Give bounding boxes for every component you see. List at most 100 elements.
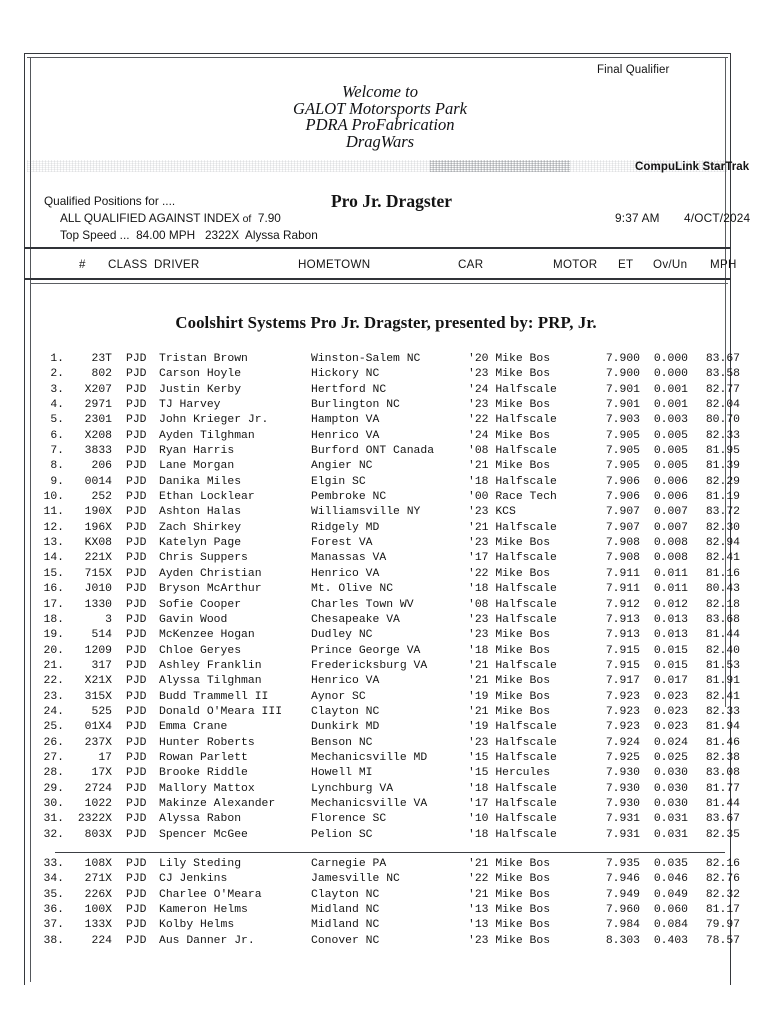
row-et: 7.907 xyxy=(605,521,640,534)
row-et: 7.907 xyxy=(605,506,640,519)
row-class: PJD xyxy=(126,368,147,381)
row-class: PJD xyxy=(126,705,147,718)
column-header-car: CAR xyxy=(458,258,484,271)
column-header-et: ET xyxy=(618,258,634,271)
row-et: 7.949 xyxy=(605,888,640,901)
row-position: 33. xyxy=(43,858,64,870)
row-hometown: Elgin SC xyxy=(311,475,366,488)
row-car-number: 190X xyxy=(84,506,112,519)
row-class: PJD xyxy=(126,491,147,504)
welcome-line-2: GALOT Motorsports Park xyxy=(293,98,467,118)
event-class-title: Pro Jr. Dragster xyxy=(330,191,452,211)
table-row: 29. 2724 PJD Mallory Mattox Lynchburg VA '18 … xyxy=(0,783,783,798)
row-mph: 79.97 xyxy=(705,919,740,932)
row-car: '08 Halfscale xyxy=(468,445,557,458)
page-border-right xyxy=(730,53,731,985)
row-ovun: 0.017 xyxy=(653,675,688,688)
row-mph: 80.43 xyxy=(705,583,740,596)
row-ovun: 0.403 xyxy=(653,934,688,947)
row-class: PJD xyxy=(126,445,147,458)
row-driver: Charlee O'Meara xyxy=(159,888,262,901)
row-mph: 82.41 xyxy=(705,690,740,703)
row-car-number: 525 xyxy=(91,705,112,718)
row-hometown: Burlington NC xyxy=(311,399,400,412)
row-car-number: 221X xyxy=(84,552,112,565)
row-driver: Emma Crane xyxy=(159,721,228,734)
table-row: 34. 271X PJD CJ Jenkins Jamesville NC '22 Mik… xyxy=(0,873,783,888)
row-class: PJD xyxy=(126,613,147,626)
row-hometown: Dunkirk MD xyxy=(311,721,380,734)
row-hometown: Manassas VA xyxy=(311,552,387,565)
table-row: 13. KX08 PJD Katelyn Page Forest VA '23 Mike … xyxy=(0,537,783,552)
row-position: 38. xyxy=(43,934,64,947)
table-row: 25. 01X4 PJD Emma Crane Dunkirk MD '19 Halfsc… xyxy=(0,721,783,736)
row-driver: McKenzee Hogan xyxy=(159,629,255,642)
row-driver: Spencer McGee xyxy=(159,828,248,841)
welcome-line-1: Welcome to xyxy=(342,82,418,101)
row-ovun: 0.001 xyxy=(653,399,688,412)
row-position: 24. xyxy=(43,705,64,718)
row-et: 7.906 xyxy=(605,475,640,488)
row-car-number: 23T xyxy=(91,353,112,365)
row-class: PJD xyxy=(126,813,147,826)
row-mph: 82.41 xyxy=(705,552,740,565)
row-class: PJD xyxy=(126,629,147,642)
row-driver: Hunter Roberts xyxy=(159,736,255,749)
table-row: 21. 317 PJD Ashley Franklin Fredericksburg V… xyxy=(0,660,783,675)
row-car: '13 Mike Bos xyxy=(468,904,551,917)
row-class: PJD xyxy=(126,460,147,473)
row-ovun: 0.030 xyxy=(653,797,688,810)
row-mph: 80.70 xyxy=(705,414,740,427)
column-header-hometown: HOMETOWN xyxy=(298,258,371,271)
row-hometown: Burford ONT Canada xyxy=(311,445,435,458)
table-row: 6. X208 PJD Ayden Tilghman Henrico VA '24 Mik… xyxy=(0,430,783,445)
row-car: '18 Halfscale xyxy=(468,475,557,488)
row-hometown: Mechanicsville MD xyxy=(311,751,428,764)
table-row: 35. 226X PJD Charlee O'Meara Clayton NC '21 M… xyxy=(0,889,783,904)
row-car-number: 3 xyxy=(105,613,112,626)
row-et: 7.923 xyxy=(605,690,640,703)
row-ovun: 0.008 xyxy=(653,552,688,565)
row-mph: 82.76 xyxy=(705,873,740,886)
row-class: PJD xyxy=(126,782,147,795)
row-car-number: 803X xyxy=(84,828,112,841)
row-et: 7.935 xyxy=(605,858,640,870)
row-position: 8. xyxy=(50,460,64,473)
qualified-index-line: ALL QUALIFIED AGAINST INDEX of 7.90 xyxy=(60,211,281,225)
scan-artifact-band-dark xyxy=(430,160,570,172)
table-row: 4. 2971 PJD TJ Harvey Burlington NC '23 Mike … xyxy=(0,399,783,414)
row-driver: Alyssa Tilghman xyxy=(159,675,262,688)
row-et: 7.923 xyxy=(605,705,640,718)
row-car: '23 Mike Bos xyxy=(468,399,551,412)
row-class: PJD xyxy=(126,353,147,365)
top-speed-line: Top Speed ... 84.00 MPH 2322X Alyssa Rab… xyxy=(60,228,318,242)
row-hometown: Mechanicsville VA xyxy=(311,797,428,810)
row-mph: 81.94 xyxy=(705,721,740,734)
row-hometown: Florence SC xyxy=(311,813,387,826)
row-ovun: 0.023 xyxy=(653,705,688,718)
row-hometown: Pelion SC xyxy=(311,828,373,841)
row-et: 7.905 xyxy=(605,429,640,442)
row-driver: Tristan Brown xyxy=(159,353,248,365)
row-car: '23 Halfscale xyxy=(468,613,557,626)
row-mph: 82.30 xyxy=(705,521,740,534)
table-row: 23. 315X PJD Budd Trammell II Aynor SC '19 Mi… xyxy=(0,691,783,706)
row-car-number: 3833 xyxy=(84,445,112,458)
row-position: 30. xyxy=(43,797,64,810)
row-car-number: 237X xyxy=(84,736,112,749)
row-car-number: 0014 xyxy=(84,475,112,488)
row-class: PJD xyxy=(126,567,147,580)
row-hometown: Henrico VA xyxy=(311,429,380,442)
row-car-number: X21X xyxy=(84,675,112,688)
row-ovun: 0.007 xyxy=(653,506,688,519)
row-class: PJD xyxy=(126,767,147,780)
row-driver: Bryson McArthur xyxy=(159,583,262,596)
row-hometown: Forest VA xyxy=(311,537,373,550)
row-position: 21. xyxy=(43,659,64,672)
row-mph: 81.19 xyxy=(705,491,740,504)
row-hometown: Fredericksburg VA xyxy=(311,659,428,672)
row-car-number: 224 xyxy=(91,934,112,947)
row-driver: Budd Trammell II xyxy=(159,690,269,703)
row-car-number: 01X4 xyxy=(84,721,112,734)
row-ovun: 0.025 xyxy=(653,751,688,764)
